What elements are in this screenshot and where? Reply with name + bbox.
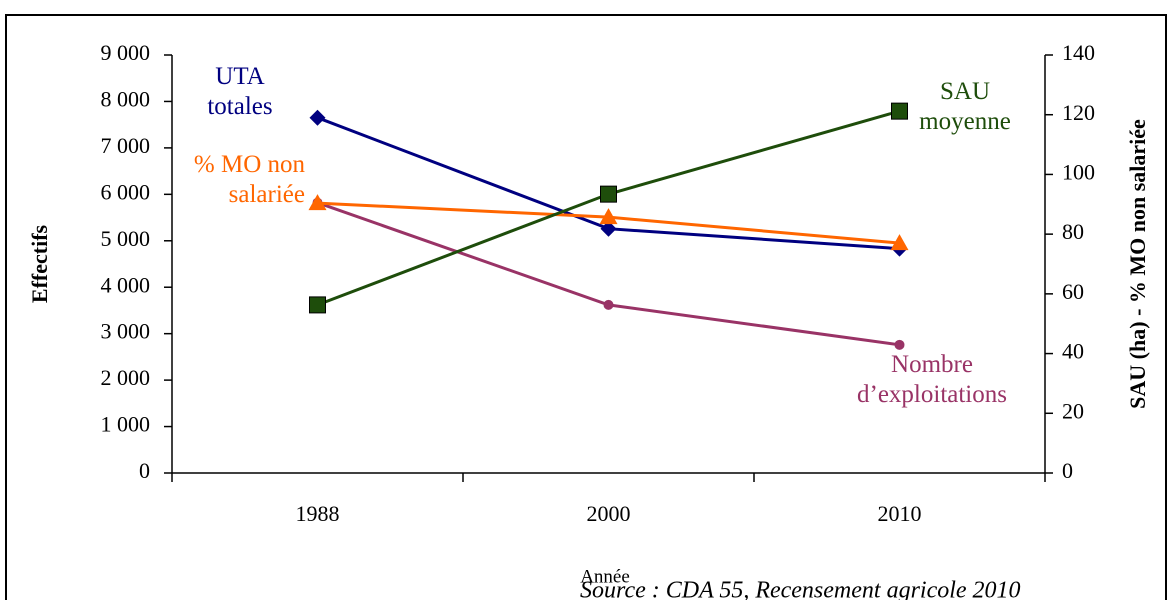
y2-tick-label: 0 (1062, 458, 1073, 483)
y2-tick-label: 140 (1062, 40, 1095, 65)
source: Source : CDA 55, Recensement agricole 20… (580, 578, 1021, 600)
y-tick-label: 1 000 (101, 412, 151, 437)
y2-tick-label: 60 (1062, 279, 1084, 304)
data-point (309, 109, 326, 126)
x-tick-label: 1988 (296, 501, 340, 526)
data-point (600, 185, 617, 203)
y-tick-label: 7 000 (101, 133, 151, 158)
y-tick-label: 0 (139, 458, 150, 483)
x-tick-label: 2010 (878, 501, 922, 526)
y-tick-label: 9 000 (101, 40, 151, 65)
data-point (890, 234, 909, 251)
y2-tick-label: 100 (1062, 159, 1095, 184)
series-label: SAU moyenne (919, 78, 1011, 135)
y-tick-label: 8 000 (101, 86, 151, 111)
y2-tick-label: 40 (1062, 339, 1084, 364)
data-point (600, 220, 617, 237)
data-point (309, 296, 326, 314)
y-tick-label: 5 000 (101, 226, 151, 251)
data-point (894, 339, 905, 350)
y-axis-title: Effectifs (27, 224, 52, 303)
y-tick-label: 6 000 (101, 179, 151, 204)
frame (5, 14, 1167, 600)
series-label: Nombre d’exploitations (857, 351, 1007, 408)
data-point (599, 208, 618, 225)
data-point (891, 102, 908, 120)
y-tick-label: 2 000 (101, 365, 151, 390)
x-tick-label: 2000 (587, 501, 631, 526)
data-point (603, 299, 614, 310)
y-tick-label: 3 000 (101, 319, 151, 344)
series-label: % MO non salariée (193, 151, 305, 208)
y2-tick-label: 20 (1062, 398, 1084, 423)
y2-tick-label: 80 (1062, 219, 1084, 244)
x-axis-title: Année (580, 566, 630, 587)
y-tick-label: 4 000 (101, 272, 151, 297)
series-label: UTA totales (207, 63, 273, 120)
y2-axis-title: SAU (ha) - % MO non salariée (1125, 119, 1150, 409)
data-point (308, 194, 327, 211)
y2-tick-label: 120 (1062, 100, 1095, 125)
